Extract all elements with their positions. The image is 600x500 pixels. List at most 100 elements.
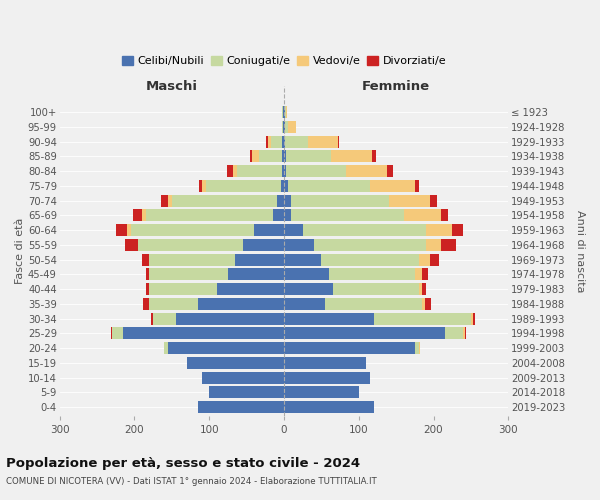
- Bar: [146, 210, 273, 222]
- Text: COMUNE DI NICOTERA (VV) - Dati ISTAT 1° gennaio 2024 - Elaborazione TUTTITALIA.I: COMUNE DI NICOTERA (VV) - Dati ISTAT 1° …: [6, 478, 377, 486]
- Bar: [292, 194, 389, 206]
- Bar: [283, 106, 284, 118]
- Bar: [252, 150, 259, 162]
- Bar: [153, 312, 176, 324]
- Bar: [286, 136, 308, 147]
- Bar: [325, 298, 422, 310]
- Bar: [284, 268, 329, 280]
- Bar: [284, 136, 286, 147]
- Bar: [125, 239, 138, 251]
- Bar: [422, 283, 426, 295]
- Bar: [284, 312, 374, 324]
- Bar: [282, 121, 283, 133]
- Bar: [463, 328, 465, 340]
- Bar: [286, 150, 331, 162]
- Bar: [441, 239, 456, 251]
- Bar: [284, 283, 332, 295]
- Bar: [228, 268, 284, 280]
- Bar: [198, 401, 284, 413]
- Bar: [426, 224, 452, 236]
- Bar: [285, 106, 286, 118]
- Bar: [387, 165, 393, 177]
- Bar: [286, 106, 287, 118]
- Bar: [284, 254, 322, 266]
- Bar: [284, 239, 314, 251]
- Bar: [133, 210, 142, 222]
- Bar: [285, 121, 289, 133]
- Bar: [227, 165, 233, 177]
- Y-axis label: Anni di nascita: Anni di nascita: [575, 210, 585, 292]
- Bar: [149, 254, 235, 266]
- Bar: [199, 180, 202, 192]
- Bar: [250, 150, 252, 162]
- Bar: [151, 312, 153, 324]
- Bar: [419, 283, 422, 295]
- Bar: [430, 194, 437, 206]
- Bar: [284, 328, 445, 340]
- Bar: [284, 165, 286, 177]
- Bar: [172, 194, 277, 206]
- Bar: [372, 150, 376, 162]
- Bar: [404, 210, 441, 222]
- Bar: [389, 194, 430, 206]
- Bar: [168, 342, 284, 354]
- Bar: [284, 180, 288, 192]
- Bar: [283, 136, 284, 147]
- Bar: [142, 210, 146, 222]
- Bar: [284, 224, 302, 236]
- Bar: [146, 283, 149, 295]
- Bar: [149, 283, 217, 295]
- Bar: [283, 121, 284, 133]
- Bar: [302, 224, 426, 236]
- Bar: [441, 210, 448, 222]
- Bar: [237, 165, 282, 177]
- Bar: [277, 194, 284, 206]
- Bar: [268, 136, 271, 147]
- Bar: [284, 106, 285, 118]
- Bar: [284, 194, 292, 206]
- Bar: [415, 180, 419, 192]
- Bar: [286, 165, 346, 177]
- Bar: [198, 298, 284, 310]
- Legend: Celibi/Nubili, Coniugati/e, Vedovi/e, Divorziati/e: Celibi/Nubili, Coniugati/e, Vedovi/e, Di…: [118, 52, 451, 71]
- Bar: [123, 328, 284, 340]
- Bar: [284, 121, 285, 133]
- Bar: [282, 165, 284, 177]
- Bar: [161, 194, 168, 206]
- Bar: [419, 342, 420, 354]
- Bar: [284, 150, 286, 162]
- Y-axis label: Fasce di età: Fasce di età: [15, 218, 25, 284]
- Bar: [284, 372, 370, 384]
- Bar: [176, 312, 284, 324]
- Bar: [332, 283, 419, 295]
- Bar: [289, 121, 296, 133]
- Bar: [143, 298, 149, 310]
- Bar: [292, 210, 404, 222]
- Bar: [346, 165, 387, 177]
- Bar: [284, 401, 374, 413]
- Bar: [284, 357, 366, 369]
- Text: Popolazione per età, sesso e stato civile - 2024: Popolazione per età, sesso e stato civil…: [6, 458, 360, 470]
- Bar: [445, 328, 463, 340]
- Bar: [164, 342, 168, 354]
- Bar: [254, 224, 284, 236]
- Bar: [235, 254, 284, 266]
- Bar: [149, 298, 198, 310]
- Bar: [273, 210, 284, 222]
- Bar: [127, 224, 131, 236]
- Bar: [422, 298, 425, 310]
- Bar: [284, 210, 292, 222]
- Bar: [374, 312, 471, 324]
- Bar: [331, 150, 372, 162]
- Bar: [430, 254, 439, 266]
- Bar: [284, 298, 325, 310]
- Bar: [284, 386, 359, 398]
- Bar: [202, 180, 206, 192]
- Bar: [259, 150, 282, 162]
- Bar: [419, 254, 430, 266]
- Bar: [370, 180, 415, 192]
- Bar: [217, 283, 284, 295]
- Bar: [168, 194, 172, 206]
- Bar: [149, 268, 228, 280]
- Bar: [202, 372, 284, 384]
